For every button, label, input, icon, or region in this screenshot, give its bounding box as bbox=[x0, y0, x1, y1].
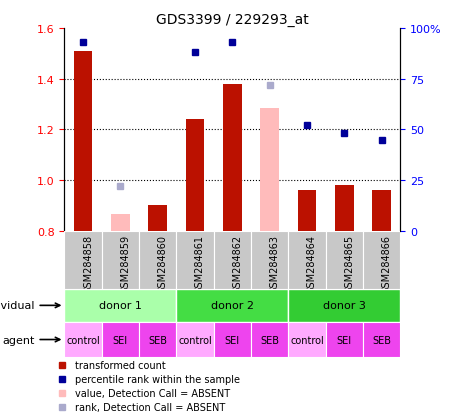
Bar bbox=[139, 231, 176, 289]
Text: individual: individual bbox=[0, 301, 60, 311]
Text: SEI: SEI bbox=[224, 335, 239, 345]
Bar bbox=[362, 322, 399, 357]
Text: SEB: SEB bbox=[148, 335, 167, 345]
Bar bbox=[251, 322, 288, 357]
Text: donor 2: donor 2 bbox=[210, 301, 253, 311]
Text: SEB: SEB bbox=[371, 335, 390, 345]
Text: SEI: SEI bbox=[336, 335, 351, 345]
Bar bbox=[288, 231, 325, 289]
Bar bbox=[185, 120, 204, 231]
Bar bbox=[176, 289, 288, 322]
Text: value, Detection Call = ABSENT: value, Detection Call = ABSENT bbox=[75, 389, 230, 399]
Bar bbox=[73, 52, 92, 231]
Text: GSM284860: GSM284860 bbox=[157, 234, 168, 293]
Text: control: control bbox=[178, 335, 212, 345]
Text: GSM284865: GSM284865 bbox=[343, 234, 353, 293]
Bar bbox=[288, 322, 325, 357]
Bar bbox=[251, 231, 288, 289]
Text: SEI: SEI bbox=[112, 335, 128, 345]
Text: GSM284864: GSM284864 bbox=[306, 234, 316, 293]
Bar bbox=[64, 231, 101, 289]
Bar bbox=[371, 191, 390, 231]
Text: GSM284858: GSM284858 bbox=[83, 234, 93, 293]
Bar bbox=[64, 289, 176, 322]
Bar bbox=[64, 322, 101, 357]
Bar bbox=[223, 85, 241, 231]
Bar bbox=[325, 231, 362, 289]
Bar bbox=[176, 231, 213, 289]
Bar bbox=[148, 206, 167, 231]
Text: donor 3: donor 3 bbox=[322, 301, 365, 311]
Bar bbox=[139, 322, 176, 357]
Title: GDS3399 / 229293_at: GDS3399 / 229293_at bbox=[156, 12, 308, 26]
Text: GSM284861: GSM284861 bbox=[195, 234, 205, 293]
Bar bbox=[213, 231, 251, 289]
Bar bbox=[260, 109, 278, 231]
Bar bbox=[101, 322, 139, 357]
Text: transformed count: transformed count bbox=[75, 361, 165, 370]
Bar bbox=[325, 322, 362, 357]
Bar bbox=[176, 322, 213, 357]
Bar bbox=[101, 231, 139, 289]
Bar bbox=[288, 289, 399, 322]
Text: agent: agent bbox=[2, 335, 60, 345]
Bar bbox=[213, 322, 251, 357]
Text: SEB: SEB bbox=[259, 335, 279, 345]
Bar bbox=[111, 215, 129, 231]
Bar bbox=[334, 186, 353, 231]
Text: GSM284863: GSM284863 bbox=[269, 234, 279, 293]
Bar bbox=[297, 191, 316, 231]
Text: GSM284862: GSM284862 bbox=[232, 234, 242, 293]
Bar bbox=[362, 231, 399, 289]
Text: control: control bbox=[66, 335, 100, 345]
Text: GSM284866: GSM284866 bbox=[381, 234, 391, 293]
Text: GSM284859: GSM284859 bbox=[120, 234, 130, 293]
Text: percentile rank within the sample: percentile rank within the sample bbox=[75, 375, 240, 385]
Text: rank, Detection Call = ABSENT: rank, Detection Call = ABSENT bbox=[75, 402, 225, 413]
Text: donor 1: donor 1 bbox=[99, 301, 141, 311]
Text: control: control bbox=[290, 335, 323, 345]
